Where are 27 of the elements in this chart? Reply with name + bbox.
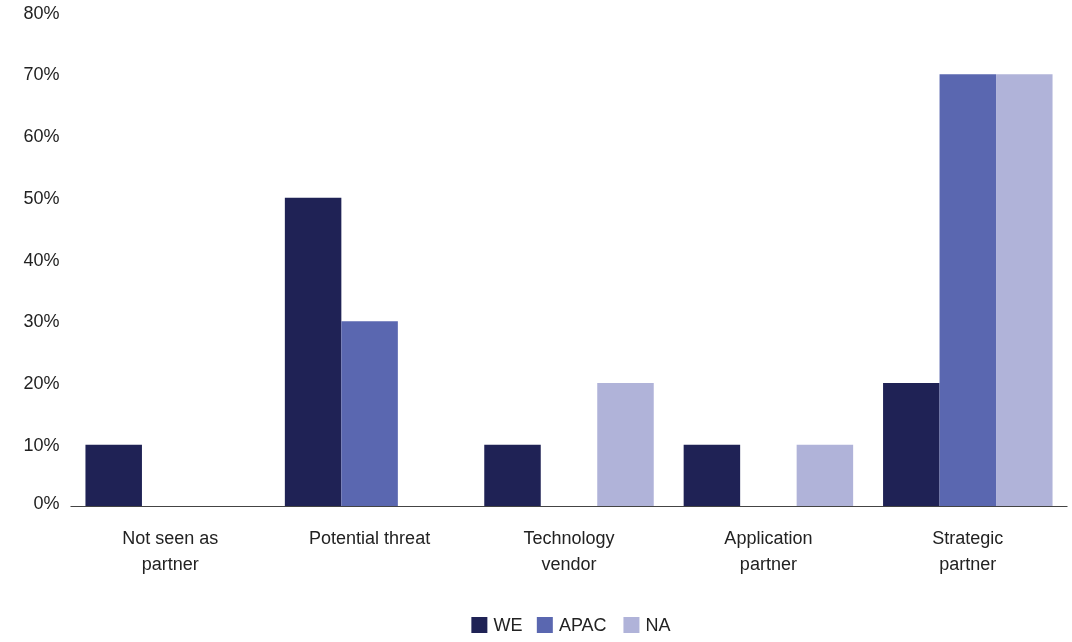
x-tick-label: Potential threat <box>309 527 431 548</box>
bar <box>996 74 1053 507</box>
bar <box>796 444 854 507</box>
y-tick-label: 10% <box>23 434 60 455</box>
legend-label: WE <box>493 615 523 635</box>
bar <box>939 74 997 507</box>
y-tick-label: 40% <box>23 249 60 270</box>
bar <box>284 197 342 507</box>
bar <box>85 444 142 507</box>
y-tick-label: 0% <box>33 492 60 513</box>
bar <box>341 321 398 507</box>
x-tick-label: Application partner <box>724 527 813 574</box>
bar <box>597 383 654 507</box>
y-tick-label: 50% <box>23 187 60 208</box>
legend-label: NA <box>645 615 671 635</box>
bar <box>683 444 741 507</box>
x-tick-label: Strategic partner <box>932 527 1004 574</box>
y-tick-label: 70% <box>23 64 60 85</box>
y-tick-label: 80% <box>23 2 60 23</box>
bar <box>883 383 940 507</box>
x-tick-label: Technology vendor <box>523 527 615 574</box>
bar <box>484 444 541 507</box>
y-tick-label: 20% <box>23 373 60 393</box>
y-tick-label: 30% <box>23 311 60 332</box>
x-tick-label: Not seen as partner <box>122 527 219 574</box>
legend-label: APAC <box>558 615 607 635</box>
y-tick-label: 60% <box>23 126 60 146</box>
